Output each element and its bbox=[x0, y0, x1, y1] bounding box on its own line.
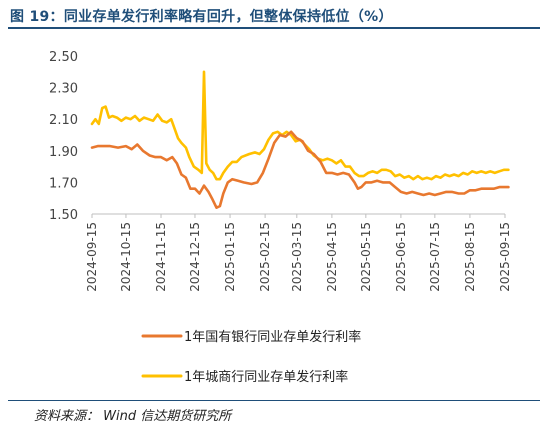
y-tick-label: 2.50 bbox=[49, 50, 78, 65]
x-tick-label: 2025-08-15 bbox=[463, 222, 477, 292]
series-line-1 bbox=[90, 70, 510, 181]
x-tick-label: 2025-07-15 bbox=[428, 222, 442, 292]
x-tick-label: 2025-05-15 bbox=[359, 222, 373, 292]
legend-label-1: 1年城商行同业存单发行利率 bbox=[184, 369, 348, 385]
x-tick-label: 2025-03-15 bbox=[290, 222, 304, 292]
x-tick-label: 2025-04-15 bbox=[325, 222, 339, 292]
x-tick-label: 2025-02-15 bbox=[258, 222, 272, 292]
y-tick-label: 2.30 bbox=[49, 82, 78, 97]
source-note: 资料来源： Wind 信达期货研究所 bbox=[34, 409, 232, 424]
x-tick-label: 2024-09-15 bbox=[85, 222, 99, 292]
y-tick-label: 1.90 bbox=[49, 145, 78, 160]
legend: 1年国有银行同业存单发行利率 1年城商行同业存单发行利率 bbox=[141, 329, 361, 385]
x-tick-label: 2024-11-15 bbox=[154, 222, 168, 292]
x-tick-label: 2024-10-15 bbox=[119, 222, 133, 292]
y-tick-label: 1.70 bbox=[49, 176, 78, 191]
x-tick-label: 2025-06-15 bbox=[394, 222, 408, 292]
source-rule bbox=[8, 400, 540, 401]
figure-title: 图 19：同业存单发行利率略有回升，但整体保持低位（%） bbox=[10, 9, 393, 25]
x-axis: 2024-09-15 2024-10-15 2024-11-15 2024-12-15… bbox=[85, 213, 512, 292]
y-axis: 1.50 1.70 1.90 2.10 2.30 2.50 bbox=[49, 50, 78, 223]
series-layer bbox=[90, 70, 510, 209]
line-chart: 1.501.701.902.102.302.50 2024-09-15 2024-… bbox=[49, 50, 512, 385]
legend-label-0: 1年国有银行同业存单发行利率 bbox=[184, 329, 361, 345]
title-rule bbox=[8, 27, 540, 29]
y-tick-label: 1.50 bbox=[49, 208, 78, 223]
y-tick-label: 2.10 bbox=[49, 113, 78, 128]
x-tick-label: 2025-01-15 bbox=[223, 222, 237, 292]
series-line-0 bbox=[90, 130, 510, 209]
x-tick-label: 2025-09-15 bbox=[498, 222, 512, 292]
x-tick-label: 2024-12-15 bbox=[188, 222, 202, 292]
